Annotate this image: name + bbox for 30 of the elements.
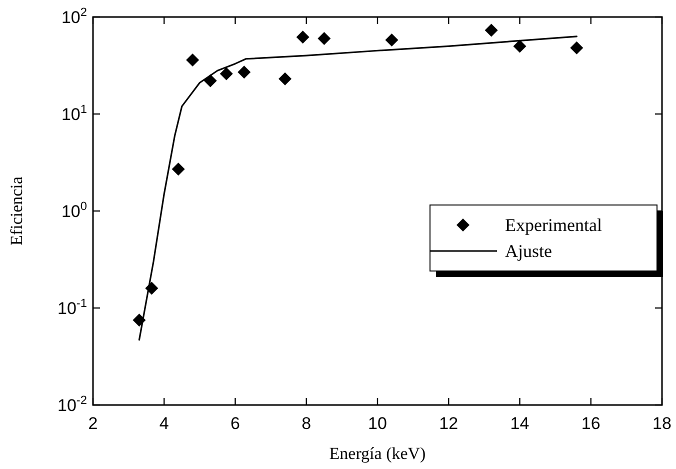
x-tick-label: 2 bbox=[88, 414, 98, 433]
y-tick-label: 10$^{-2}$ bbox=[58, 393, 88, 415]
y-tick-label: 10$^{2}$ bbox=[61, 5, 88, 27]
x-tick-label: 18 bbox=[652, 414, 672, 433]
legend-label: Ajuste bbox=[505, 241, 552, 261]
x-tick-label: 12 bbox=[439, 414, 458, 433]
x-tick-label: 10 bbox=[368, 414, 387, 433]
point bbox=[278, 72, 292, 86]
y-axis-title: Eficiencia bbox=[7, 176, 26, 246]
y-tick-label: 10$^{1}$ bbox=[61, 102, 88, 124]
point bbox=[172, 162, 185, 176]
legend-label: Experimental bbox=[505, 215, 602, 235]
x-tick-label: 8 bbox=[302, 414, 312, 433]
point bbox=[570, 41, 584, 54]
y-tick-label: 10$^{-1}$ bbox=[58, 296, 88, 318]
x-tick-label: 14 bbox=[510, 414, 530, 433]
x-axis-title: Energía (keV) bbox=[329, 444, 426, 463]
point bbox=[318, 32, 331, 46]
point bbox=[238, 66, 251, 79]
point bbox=[220, 67, 233, 80]
point bbox=[484, 24, 498, 37]
point bbox=[204, 74, 217, 88]
point bbox=[296, 30, 310, 44]
point bbox=[513, 40, 526, 53]
point bbox=[186, 54, 200, 67]
x-tick-label: 16 bbox=[581, 414, 600, 433]
x-tick-label: 6 bbox=[230, 414, 240, 433]
y-tick-label: 10$^{0}$ bbox=[61, 199, 88, 221]
point bbox=[385, 33, 398, 46]
x-tick-label: 4 bbox=[159, 414, 169, 433]
